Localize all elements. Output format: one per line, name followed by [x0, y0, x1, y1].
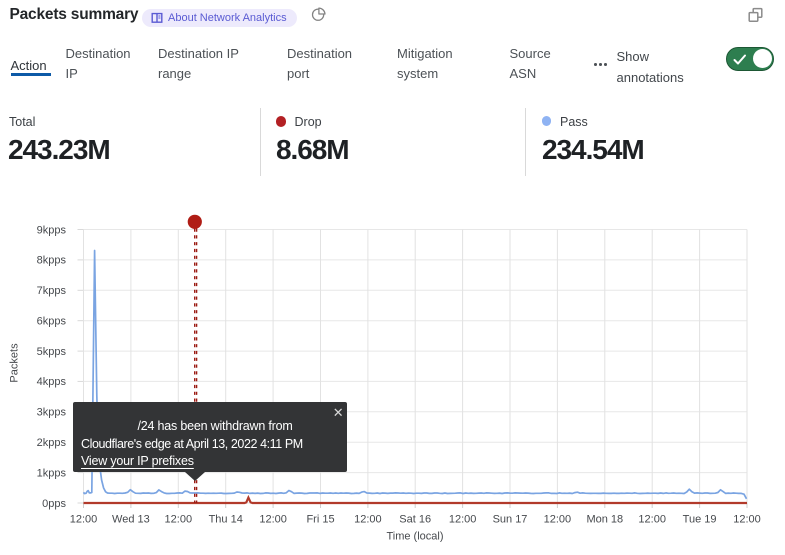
- svg-text:Sat 16: Sat 16: [399, 514, 431, 526]
- svg-text:0pps: 0pps: [42, 498, 66, 510]
- svg-text:Mon 18: Mon 18: [586, 514, 623, 526]
- svg-text:4kpps: 4kpps: [37, 376, 67, 388]
- svg-text:Wed 13: Wed 13: [112, 514, 150, 526]
- svg-text:9kpps: 9kpps: [37, 224, 67, 236]
- svg-text:12:00: 12:00: [449, 514, 477, 526]
- svg-text:12:00: 12:00: [70, 514, 98, 526]
- svg-text:8kpps: 8kpps: [37, 255, 67, 267]
- svg-text:Sun 17: Sun 17: [493, 514, 528, 526]
- svg-text:Fri 15: Fri 15: [306, 514, 334, 526]
- svg-text:12:00: 12:00: [733, 514, 761, 526]
- svg-text:12:00: 12:00: [544, 514, 572, 526]
- svg-text:5kpps: 5kpps: [37, 346, 67, 358]
- svg-text:Packets: Packets: [9, 343, 21, 383]
- svg-text:3kpps: 3kpps: [37, 407, 67, 419]
- svg-text:7kpps: 7kpps: [37, 285, 67, 297]
- svg-text:Thu 14: Thu 14: [209, 514, 243, 526]
- svg-text:6kpps: 6kpps: [37, 316, 67, 328]
- svg-text:Tue 19: Tue 19: [683, 514, 717, 526]
- svg-text:2kpps: 2kpps: [37, 437, 67, 449]
- svg-text:12:00: 12:00: [259, 514, 287, 526]
- svg-text:12:00: 12:00: [165, 514, 193, 526]
- svg-text:1kpps: 1kpps: [37, 467, 67, 479]
- svg-text:Time (local): Time (local): [386, 531, 443, 543]
- svg-text:12:00: 12:00: [354, 514, 382, 526]
- svg-text:12:00: 12:00: [638, 514, 666, 526]
